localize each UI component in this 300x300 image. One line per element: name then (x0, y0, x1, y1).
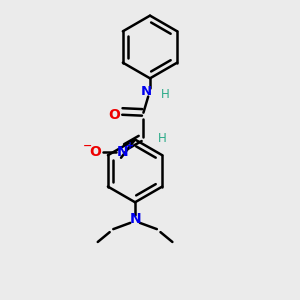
Text: O: O (108, 108, 120, 122)
Text: H: H (161, 88, 170, 101)
Text: +: + (126, 141, 134, 151)
Text: −: − (82, 141, 92, 151)
Text: N: N (141, 85, 152, 98)
Text: N: N (129, 212, 141, 226)
Text: N: N (117, 146, 128, 159)
Text: H: H (158, 132, 166, 145)
Text: O: O (89, 146, 101, 159)
